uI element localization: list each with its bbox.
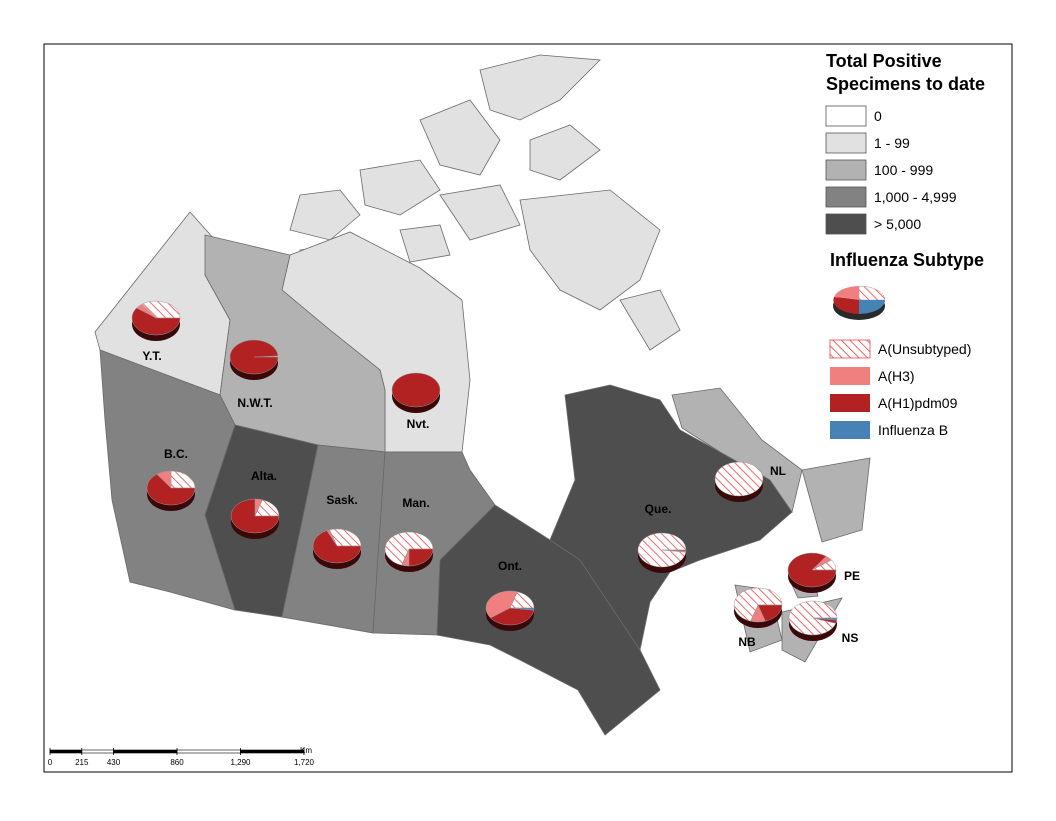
- pie-slice: [329, 528, 362, 547]
- pie-slice: [170, 470, 196, 489]
- legend-swatch: [829, 339, 871, 359]
- province-label: Alta.: [251, 469, 277, 483]
- pie-slice: [384, 531, 434, 566]
- island: [359, 159, 441, 216]
- province-label: Sask.: [326, 493, 357, 507]
- legend-swatch: [825, 132, 867, 154]
- province-label: NB: [738, 635, 756, 649]
- scale-unit: Km: [300, 746, 312, 755]
- province: [671, 387, 803, 513]
- pie-slice: [490, 607, 535, 626]
- province: [801, 457, 871, 543]
- legend-swatch: [830, 367, 870, 385]
- land: [94, 54, 871, 736]
- scale-label: 215: [75, 758, 89, 767]
- legend-pie-icon: [833, 285, 886, 320]
- province-label: NL: [770, 464, 786, 478]
- legend-label: > 5,000: [874, 216, 921, 232]
- legend-swatch: [830, 421, 870, 439]
- province-label: Ont.: [498, 559, 522, 573]
- legend-label: 0: [874, 108, 882, 124]
- scale-segment: [240, 749, 305, 754]
- island: [439, 184, 521, 241]
- legend-label: 1 - 99: [874, 135, 910, 151]
- pie-slice: [661, 549, 687, 552]
- legend-label: A(H1)pdm09: [878, 395, 958, 411]
- pie-slice: [146, 473, 196, 506]
- province-label: NS: [842, 631, 859, 645]
- legend-label: A(Unsubtyped): [878, 341, 971, 357]
- pie-slice: [141, 300, 181, 319]
- pie-slice: [230, 498, 280, 534]
- island: [289, 189, 361, 241]
- legend: Total Positive Specimens to date Influen…: [825, 51, 985, 439]
- island: [399, 224, 451, 263]
- legend-label: 1,000 - 4,999: [874, 189, 957, 205]
- pie-slice: [312, 530, 362, 564]
- pie-slice: [812, 617, 838, 621]
- scale-segment: [49, 749, 83, 754]
- pie-slice: [408, 548, 434, 567]
- legend-label: Influenza B: [878, 422, 948, 438]
- island: [529, 124, 601, 181]
- scale-label: 430: [107, 758, 121, 767]
- legend-swatch: [825, 159, 867, 181]
- province-label: Man.: [402, 496, 429, 510]
- scale-label: 860: [170, 758, 184, 767]
- province-label: PE: [844, 569, 860, 583]
- province-label: N.W.T.: [237, 396, 272, 410]
- pie-slice: [787, 552, 837, 588]
- province: [549, 384, 793, 652]
- legend-swatch: [830, 394, 870, 412]
- pies: Y.T. N.W.T. Nvt. B.C. Alta. Sask. Man. Ont. Que.…: [131, 300, 860, 649]
- island: [419, 99, 501, 176]
- scale-label: 1,290: [230, 758, 251, 767]
- scale-segment: [113, 749, 178, 754]
- pie-slice: [131, 307, 181, 336]
- scale-label: 0: [48, 758, 53, 767]
- scale-segment: [81, 749, 114, 754]
- province-label: Nvt.: [407, 417, 430, 431]
- legend-label: 100 - 999: [874, 162, 933, 178]
- scale-label: 1,720: [294, 758, 315, 767]
- legend-swatch: [825, 105, 867, 127]
- pie-slice: [509, 607, 535, 611]
- legend-swatch: [825, 213, 867, 235]
- scale-segment: [176, 749, 241, 754]
- pie-slice: [391, 372, 441, 408]
- subtype-title: Influenza Subtype: [830, 250, 984, 270]
- pie-slice: [485, 590, 518, 619]
- province-label: B.C.: [164, 447, 188, 461]
- island: [619, 289, 681, 351]
- island: [519, 189, 661, 311]
- scale-bar: 0 215 430 860 1,290 1,720 Km: [48, 746, 315, 767]
- island: [479, 54, 601, 121]
- pie-slice: [714, 461, 764, 497]
- legend-swatch: [825, 186, 867, 208]
- pie-slice: [229, 339, 279, 375]
- province-label: Que.: [645, 502, 672, 516]
- pie-slice: [757, 604, 783, 622]
- legend-title: Total Positive: [826, 51, 942, 71]
- legend-label: A(H3): [878, 368, 915, 384]
- legend-title: Specimens to date: [826, 74, 985, 94]
- province-label: Y.T.: [142, 349, 161, 363]
